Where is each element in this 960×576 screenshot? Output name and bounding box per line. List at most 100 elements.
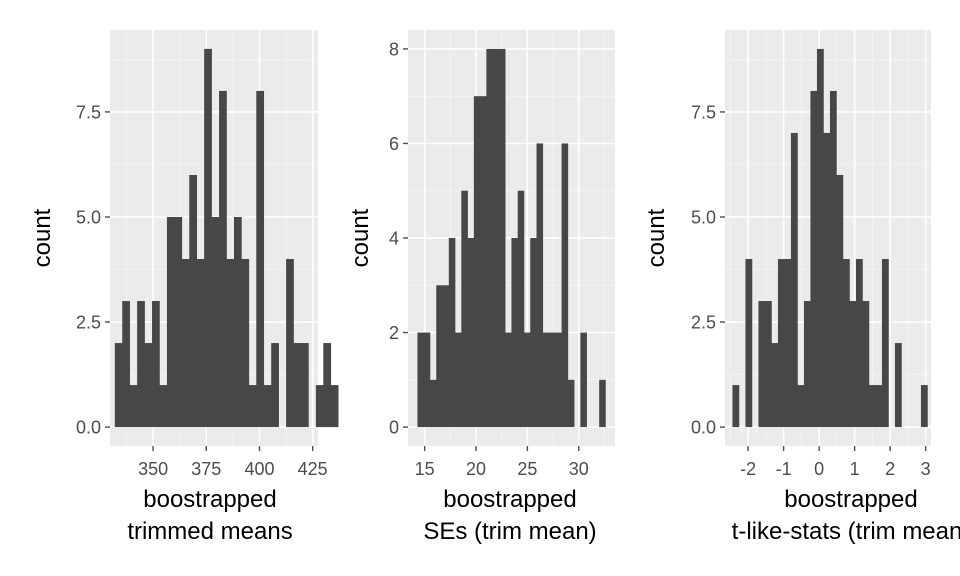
histogram-bar [181,259,190,428]
histogram-bar [211,216,220,428]
histogram-bar [189,174,198,428]
x-tick-label: 3 [921,459,931,479]
histogram-bar [530,238,537,428]
histogram-bar [920,385,928,428]
y-tick-label: 6 [389,134,399,154]
histogram-bar [881,259,889,428]
y-tick-label: 0 [389,418,399,438]
histogram-bar [810,90,818,428]
histogram-bar [248,385,257,428]
x-axis-title-line-2: SEs (trim mean) [423,518,596,545]
y-axis-title: count [347,208,374,267]
histogram-bar [523,332,531,428]
histogram-bar [745,259,753,428]
histogram-bar [511,238,519,428]
histogram-bar [480,96,487,428]
histogram-bar [204,48,212,428]
histogram-bar [580,332,587,428]
y-axis-title: count [643,208,670,267]
histogram-bar [555,332,562,428]
histogram-bar [816,48,824,428]
x-tick-label: 350 [138,459,168,479]
histogram-bar [241,259,250,428]
y-tick-label: 2.5 [76,313,101,333]
histogram-bar [129,385,138,428]
histogram-bar [323,343,332,428]
histogram-bar [771,343,779,428]
y-tick-label: 5.0 [76,207,101,227]
y-tick-label: 7.5 [76,102,101,122]
histogram-bar [784,259,792,428]
histogram-bar [542,332,550,428]
x-tick-label: 425 [298,459,328,479]
histogram-bar [549,332,556,428]
histogram-bar [144,343,153,428]
y-tick-label: 8 [389,39,399,59]
x-axis-title-line-1: boostrapped [143,486,276,513]
histogram-bar [448,238,456,428]
histogram-bar [455,332,462,428]
histogram-bar [263,385,272,428]
histogram-bar [842,259,850,428]
x-tick-label: 2 [885,459,895,479]
x-tick-label: 20 [466,459,486,479]
y-tick-label: 0.0 [691,418,716,438]
histogram-bar [836,174,844,428]
histogram-bar [256,90,265,428]
histogram-bar [315,385,324,428]
histogram-bar [467,238,475,428]
histogram-bar [777,259,785,428]
y-tick-label: 7.5 [691,102,716,122]
y-tick-label: 2 [389,323,399,343]
histogram-bar [473,96,481,428]
histogram-bar [114,343,123,428]
histogram-bar [790,132,798,428]
y-tick-label: 0.0 [76,418,101,438]
histogram-bar [517,190,525,428]
chart-panel-1: 0.0 2.5 5.0 7.5 350 375 400 425 count boostrapped… [29,30,339,545]
histogram-bar [233,216,242,428]
histogram-bar [293,343,302,428]
histogram-bar [436,285,443,428]
histogram-bar [417,332,425,428]
histogram-bar [486,48,493,428]
histogram-bar [803,301,811,428]
x-axis-title-line-1: boostrapped [784,486,917,513]
histogram-bar [599,379,606,428]
y-tick-label: 4 [389,229,399,249]
histogram-bar [196,259,205,428]
histogram-bar [122,301,130,428]
x-tick-label: 1 [850,459,860,479]
histogram-bar [829,90,837,428]
histogram-bar [868,385,876,428]
histogram-bar [536,143,544,428]
x-tick-label: 400 [244,459,274,479]
histogram-bar [219,90,227,428]
histogram-bar [174,216,183,428]
histogram-bar [286,259,294,428]
x-axis-title-line-1: boostrapped [443,486,576,513]
x-tick-label: -1 [776,459,792,479]
x-tick-label: 0 [814,459,824,479]
histogram-bar [849,301,857,428]
histogram-bar [758,301,766,428]
histogram-bar [423,332,431,428]
histogram-bar [764,301,772,428]
chart-panel-2: 0 2 4 6 8 15 20 25 30 count boostrapped SEs (trim m… [347,30,615,545]
histogram-bar [442,285,450,428]
y-axis-title: count [29,208,56,267]
histogram-bar [492,48,500,428]
histogram-bar [561,143,569,428]
x-tick-label: -2 [740,459,756,479]
x-tick-label: 25 [517,459,537,479]
histogram-bar [166,216,175,428]
x-tick-label: 375 [191,459,221,479]
histogram-bar [894,343,902,428]
histogram-bar [271,343,279,428]
x-axis-title-line-2: trimmed means [127,518,292,545]
histogram-bar [505,332,512,428]
histogram-bar [429,379,437,428]
histogram-bar [226,259,235,428]
histogram-bar [875,385,883,428]
